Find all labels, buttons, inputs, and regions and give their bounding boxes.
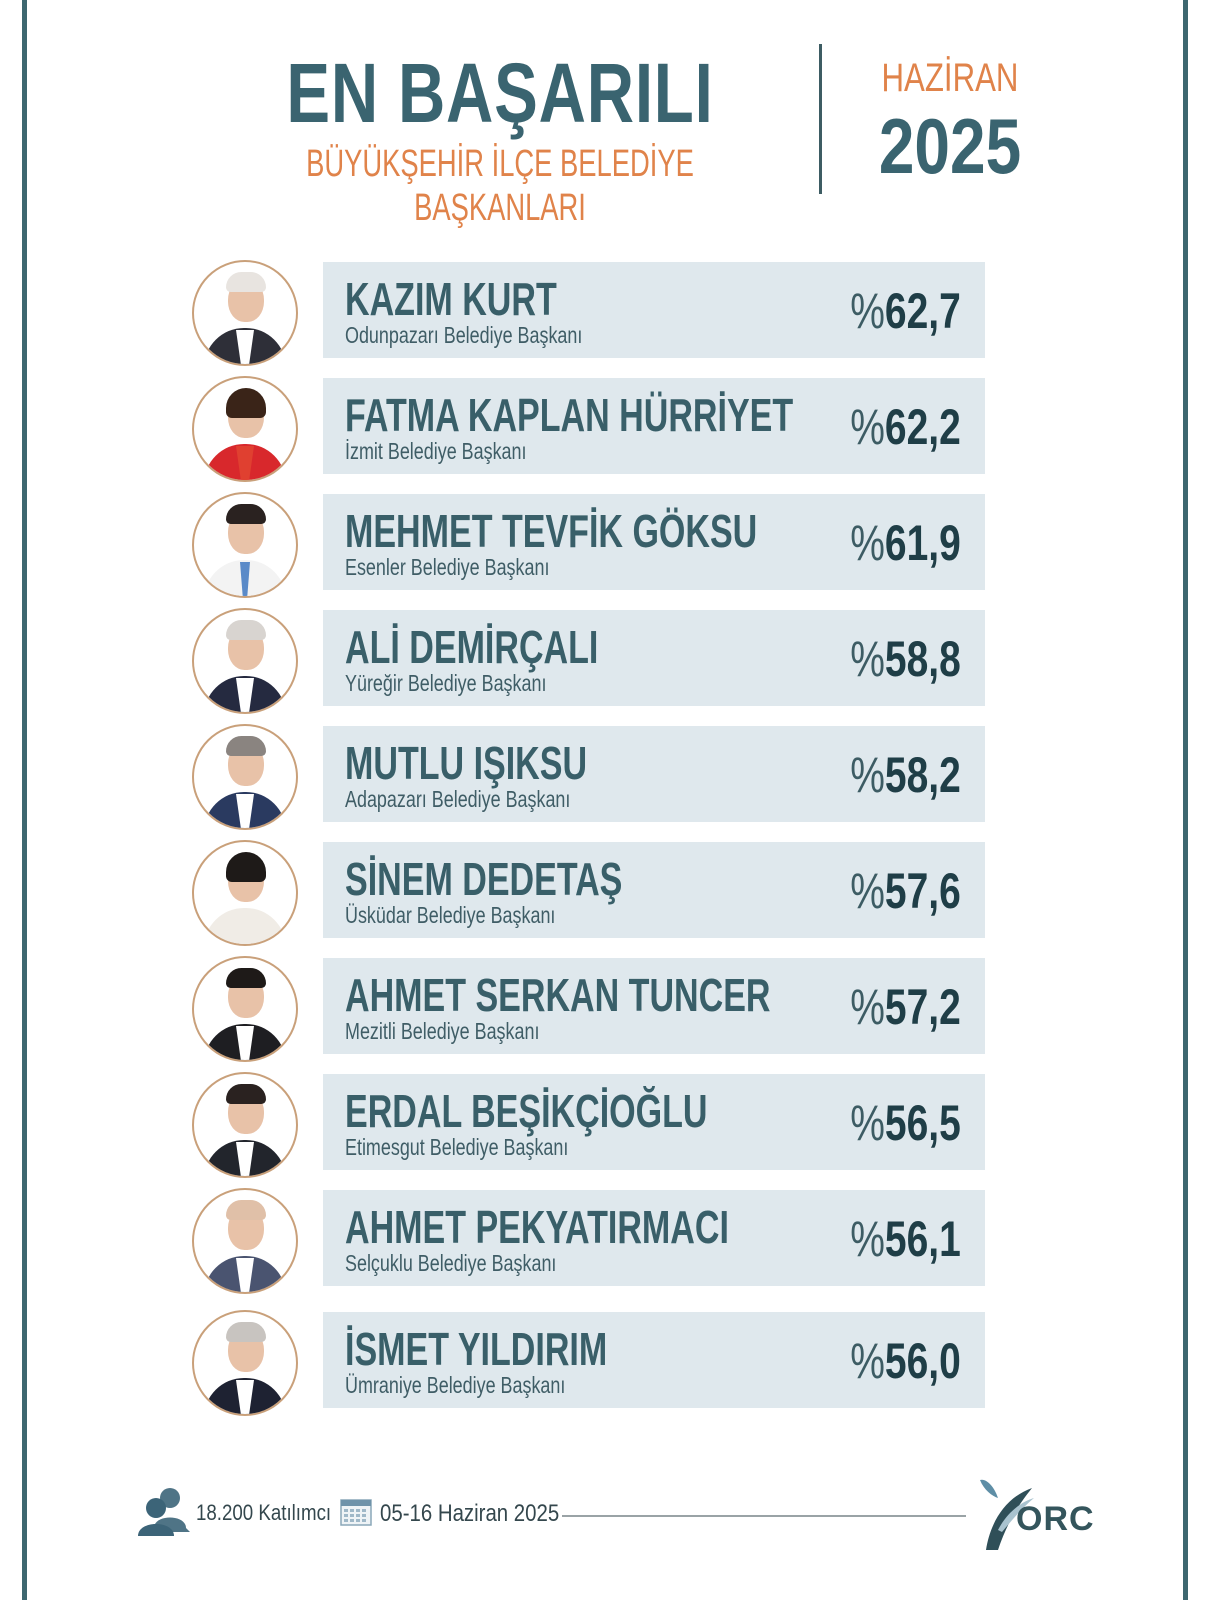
mayor-role: Odunpazarı Belediye Başkanı (345, 322, 583, 348)
ranking-item: ALİ DEMİRÇALI Yüreğir Belediye Başkanı %… (0, 608, 1213, 714)
approval-score: %57,6 (850, 863, 961, 919)
mayor-role: Adapazarı Belediye Başkanı (345, 786, 571, 812)
footer-divider (562, 1515, 966, 1517)
ranking-card: AHMET PEKYATIRMACI Selçuklu Belediye Baş… (323, 1190, 985, 1286)
ranking-card: SİNEM DEDETAŞ Üsküdar Belediye Başkanı %… (323, 842, 985, 938)
mayor-name: İSMET YILDIRIM (345, 1323, 608, 1375)
approval-score: %58,2 (850, 747, 961, 803)
orc-logo-text: ORC (1016, 1500, 1095, 1538)
mayor-role: Etimesgut Belediye Başkanı (345, 1134, 569, 1160)
mayor-role: Mezitli Belediye Başkanı (345, 1018, 540, 1044)
left-frame-border (22, 0, 27, 1600)
period-year: 2025 (878, 102, 1022, 190)
mayor-role: İzmit Belediye Başkanı (345, 438, 527, 464)
mayor-name: ALİ DEMİRÇALI (345, 621, 599, 673)
avatar (192, 492, 298, 598)
ranking-item: İSMET YILDIRIM Ümraniye Belediye Başkanı… (0, 1310, 1213, 1416)
people-icon (138, 1488, 190, 1536)
header: EN BAŞARILI BÜYÜKŞEHİR İLÇE BELEDİYE BAŞ… (0, 0, 1213, 230)
ranking-item: FATMA KAPLAN HÜRRİYET İzmit Belediye Baş… (0, 376, 1213, 482)
mayor-name: MEHMET TEVFİK GÖKSU (345, 505, 758, 557)
mayor-role: Ümraniye Belediye Başkanı (345, 1372, 566, 1398)
mayor-name: KAZIM KURT (345, 273, 557, 325)
header-divider (819, 44, 822, 194)
mayor-name: ERDAL BEŞİKÇİOĞLU (345, 1085, 708, 1137)
approval-score: %56,0 (850, 1333, 961, 1389)
approval-score: %56,1 (850, 1211, 961, 1267)
avatar (192, 724, 298, 830)
ranking-card: İSMET YILDIRIM Ümraniye Belediye Başkanı… (323, 1312, 985, 1408)
calendar-icon (340, 1499, 372, 1526)
ranking-item: KAZIM KURT Odunpazarı Belediye Başkanı %… (0, 260, 1213, 366)
ranking-card: ERDAL BEŞİKÇİOĞLU Etimesgut Belediye Baş… (323, 1074, 985, 1170)
ranking-item: MEHMET TEVFİK GÖKSU Esenler Belediye Baş… (0, 492, 1213, 598)
ranking-card: MEHMET TEVFİK GÖKSU Esenler Belediye Baş… (323, 494, 985, 590)
ranking-item: ERDAL BEŞİKÇİOĞLU Etimesgut Belediye Baş… (0, 1072, 1213, 1178)
approval-score: %57,2 (850, 979, 961, 1035)
footer: 18.200 Katılımcı 05-16 Haziran 2025 ORC (0, 1470, 1213, 1580)
mayor-name: AHMET PEKYATIRMACI (345, 1201, 729, 1253)
ranking-card: KAZIM KURT Odunpazarı Belediye Başkanı %… (323, 262, 985, 358)
avatar (192, 1072, 298, 1178)
mayor-role: Esenler Belediye Başkanı (345, 554, 550, 580)
mayor-role: Üsküdar Belediye Başkanı (345, 902, 556, 928)
mayor-role: Yüreğir Belediye Başkanı (345, 670, 547, 696)
ranking-card: ALİ DEMİRÇALI Yüreğir Belediye Başkanı %… (323, 610, 985, 706)
mayor-name: SİNEM DEDETAŞ (345, 853, 623, 905)
avatar (192, 1310, 298, 1416)
approval-score: %62,7 (850, 283, 961, 339)
avatar (192, 840, 298, 946)
ranking-item: SİNEM DEDETAŞ Üsküdar Belediye Başkanı %… (0, 840, 1213, 946)
ranking-card: FATMA KAPLAN HÜRRİYET İzmit Belediye Baş… (323, 378, 985, 474)
page-title: EN BAŞARILI (286, 46, 714, 140)
approval-score: %62,2 (850, 399, 961, 455)
period-month: HAZİRAN (881, 56, 1019, 100)
approval-score: %61,9 (850, 515, 961, 571)
avatar (192, 956, 298, 1062)
ranking-item: AHMET PEKYATIRMACI Selçuklu Belediye Baş… (0, 1188, 1213, 1294)
survey-date-range: 05-16 Haziran 2025 (380, 1500, 560, 1527)
mayor-name: FATMA KAPLAN HÜRRİYET (345, 389, 794, 441)
approval-score: %56,5 (850, 1095, 961, 1151)
right-frame-border (1183, 0, 1188, 1600)
ranking-card: AHMET SERKAN TUNCER Mezitli Belediye Baş… (323, 958, 985, 1054)
avatar (192, 376, 298, 482)
orc-logo-icon (980, 1479, 1034, 1550)
avatar (192, 608, 298, 714)
ranking-item: AHMET SERKAN TUNCER Mezitli Belediye Baş… (0, 956, 1213, 1062)
mayor-role: Selçuklu Belediye Başkanı (345, 1250, 557, 1276)
approval-score: %58,8 (850, 631, 961, 687)
ranking-card: MUTLU IŞIKSU Adapazarı Belediye Başkanı … (323, 726, 985, 822)
avatar (192, 260, 298, 366)
mayor-name: AHMET SERKAN TUNCER (345, 969, 771, 1021)
page-subtitle: BÜYÜKŞEHİR İLÇE BELEDİYE BAŞKANLARI (306, 143, 694, 229)
participant-count: 18.200 Katılımcı (196, 1500, 332, 1525)
mayor-name: MUTLU IŞIKSU (345, 737, 588, 789)
ranking-item: MUTLU IŞIKSU Adapazarı Belediye Başkanı … (0, 724, 1213, 830)
avatar (192, 1188, 298, 1294)
